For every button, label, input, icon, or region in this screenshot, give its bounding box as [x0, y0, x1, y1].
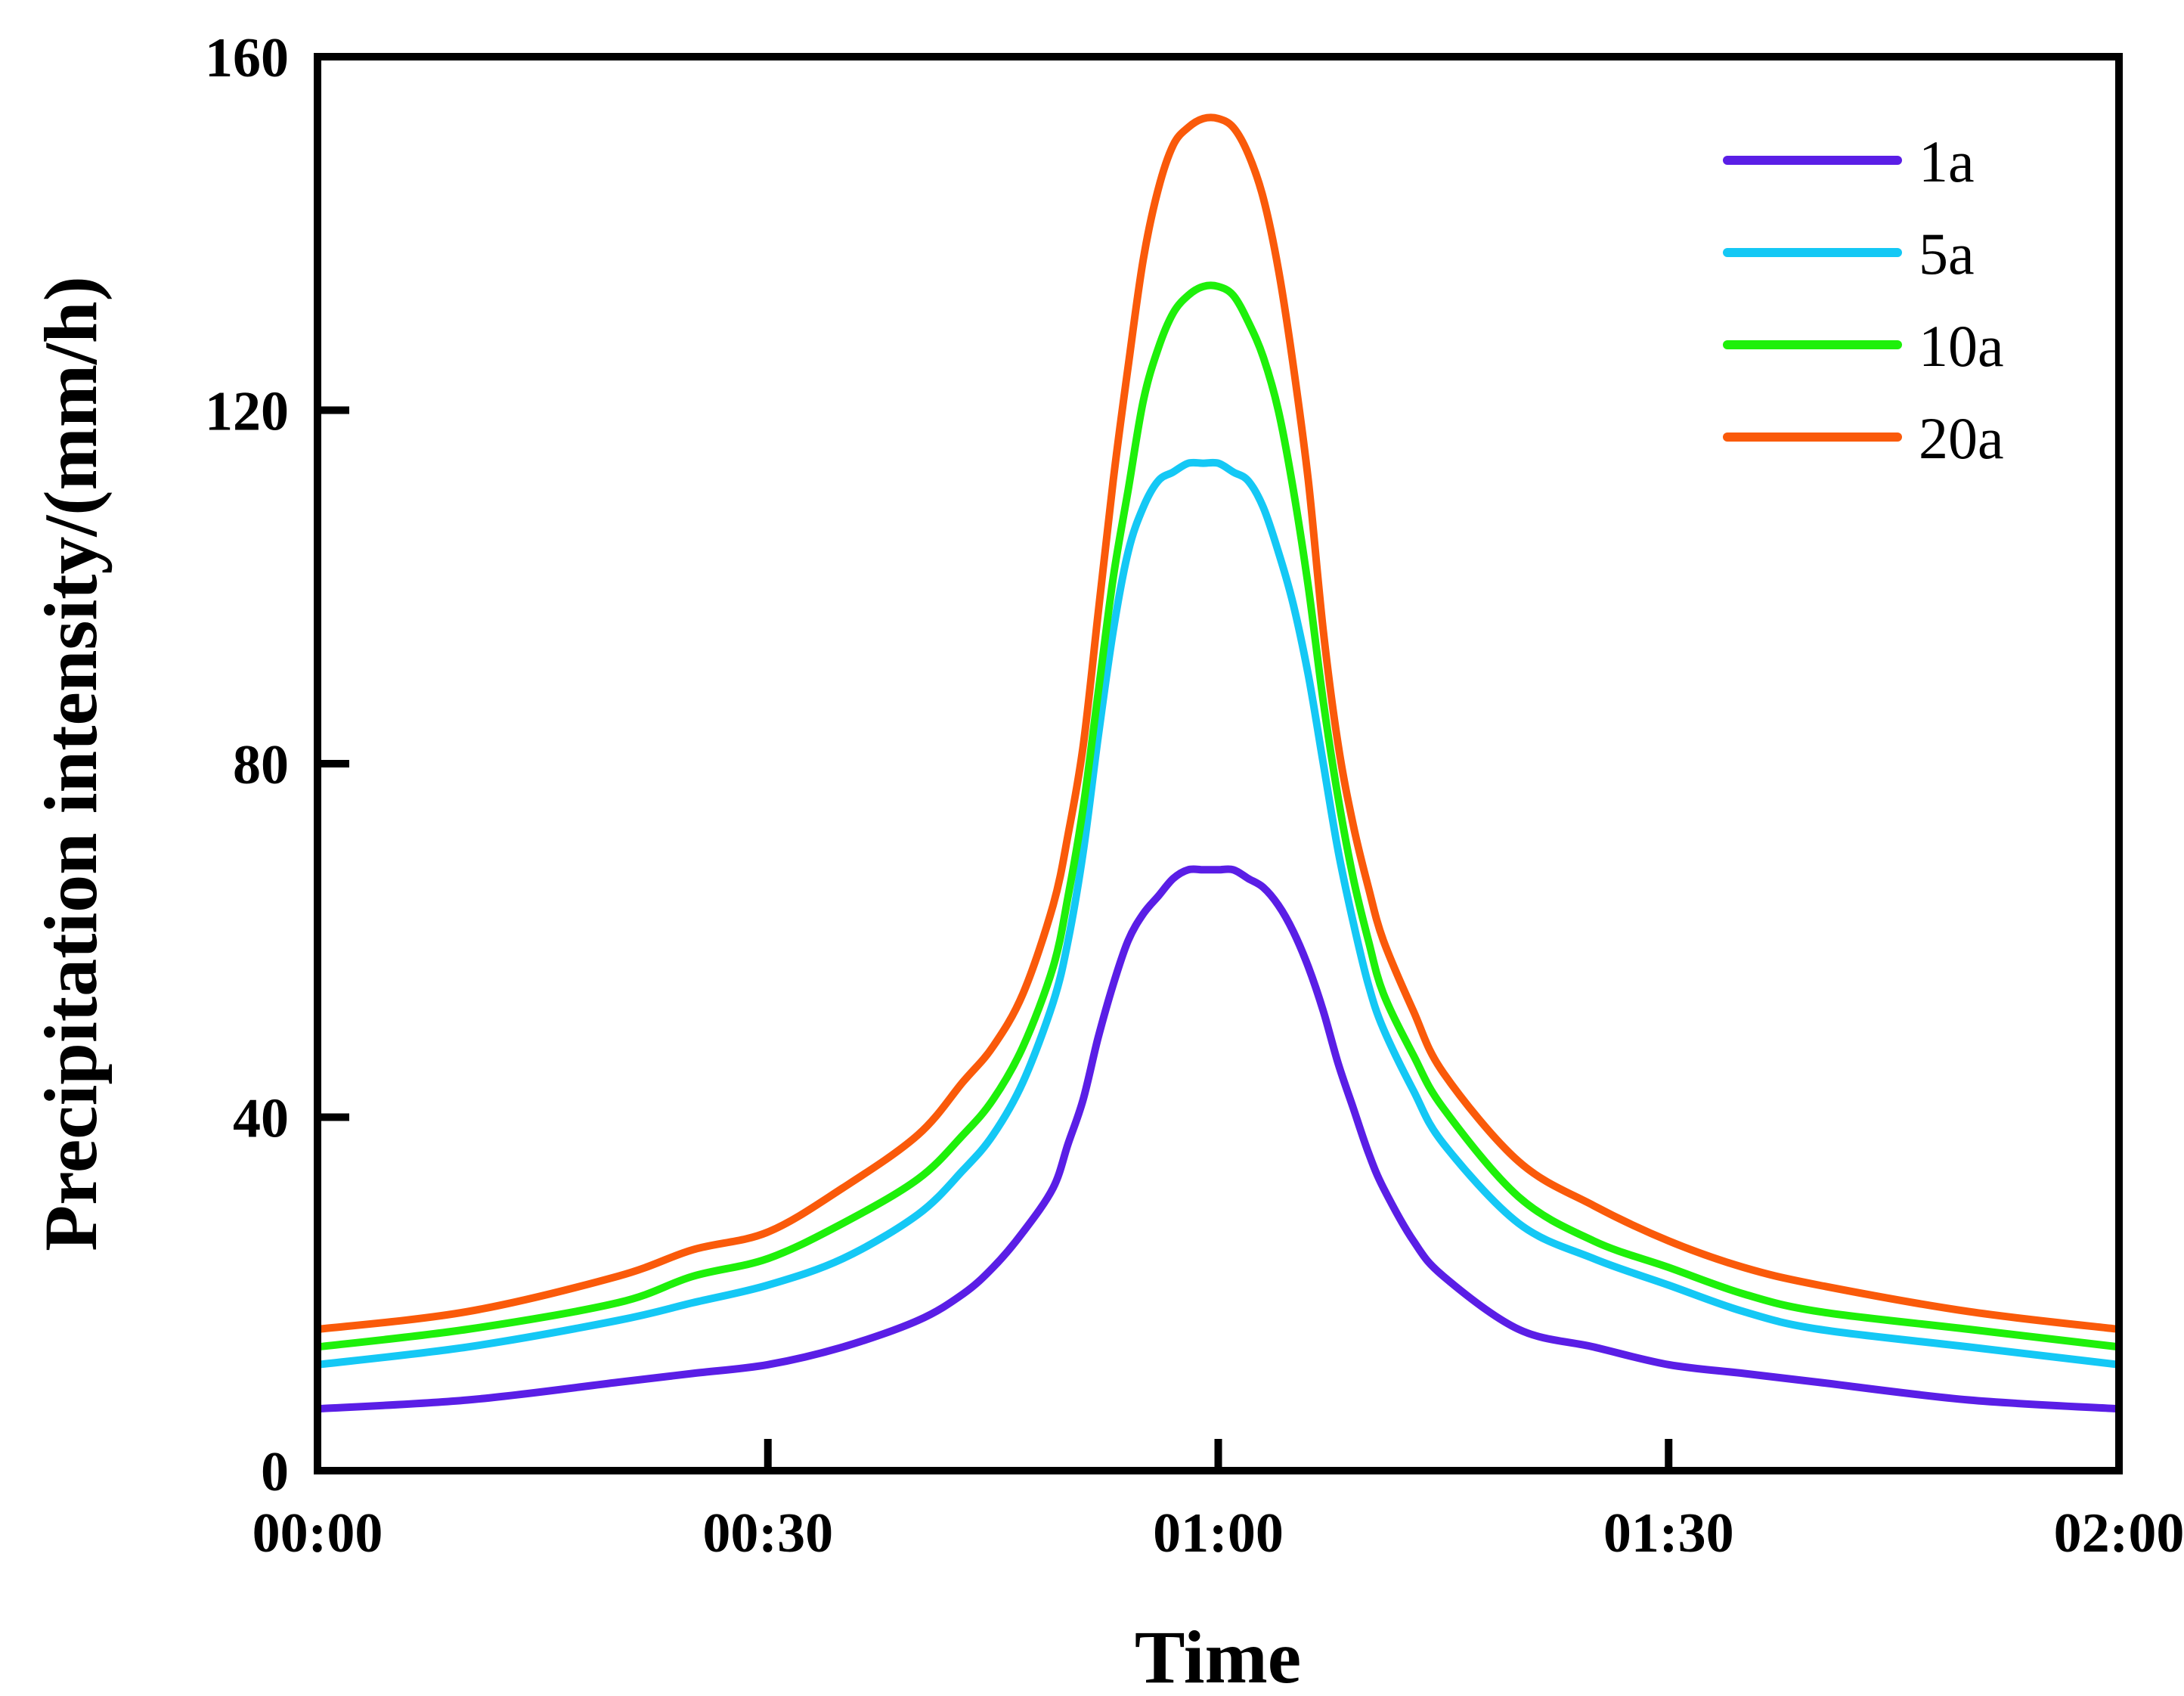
series-line-10a	[314, 281, 2123, 1351]
y-tick-label: 160	[205, 27, 289, 89]
y-tick-label: 120	[205, 381, 289, 443]
y-tick-label: 80	[233, 734, 289, 796]
series-line-1a	[314, 865, 2123, 1413]
legend-label-5a: 5a	[1919, 221, 1975, 287]
series-group	[314, 113, 2123, 1413]
legend-label-20a: 20a	[1919, 405, 2004, 471]
y-axis: 0 40 80 120 160	[205, 27, 349, 1503]
x-tick-label: 01:00	[1153, 1502, 1284, 1564]
legend: 1a 5a 10a 20a	[1723, 129, 2004, 471]
x-tick-label: 00:30	[702, 1502, 833, 1564]
x-axis: 00:00 00:30 01:00 01:30 02:00	[252, 1439, 2184, 1564]
x-tick-label: 00:00	[252, 1502, 383, 1564]
x-axis-title: Time	[1135, 1615, 1301, 1696]
x-tick-label: 02:00	[2054, 1502, 2184, 1564]
legend-label-10a: 10a	[1919, 313, 2004, 379]
y-axis-title: Precipitation intensity/(mm/h)	[29, 276, 113, 1251]
y-tick-label: 40	[233, 1088, 289, 1150]
x-tick-label: 01:30	[1603, 1502, 1734, 1564]
plot-frame	[314, 53, 2123, 1474]
y-tick-label: 0	[261, 1441, 289, 1503]
series-line-5a	[314, 458, 2123, 1369]
series-line-20a	[314, 113, 2123, 1333]
legend-label-1a: 1a	[1919, 129, 1975, 194]
